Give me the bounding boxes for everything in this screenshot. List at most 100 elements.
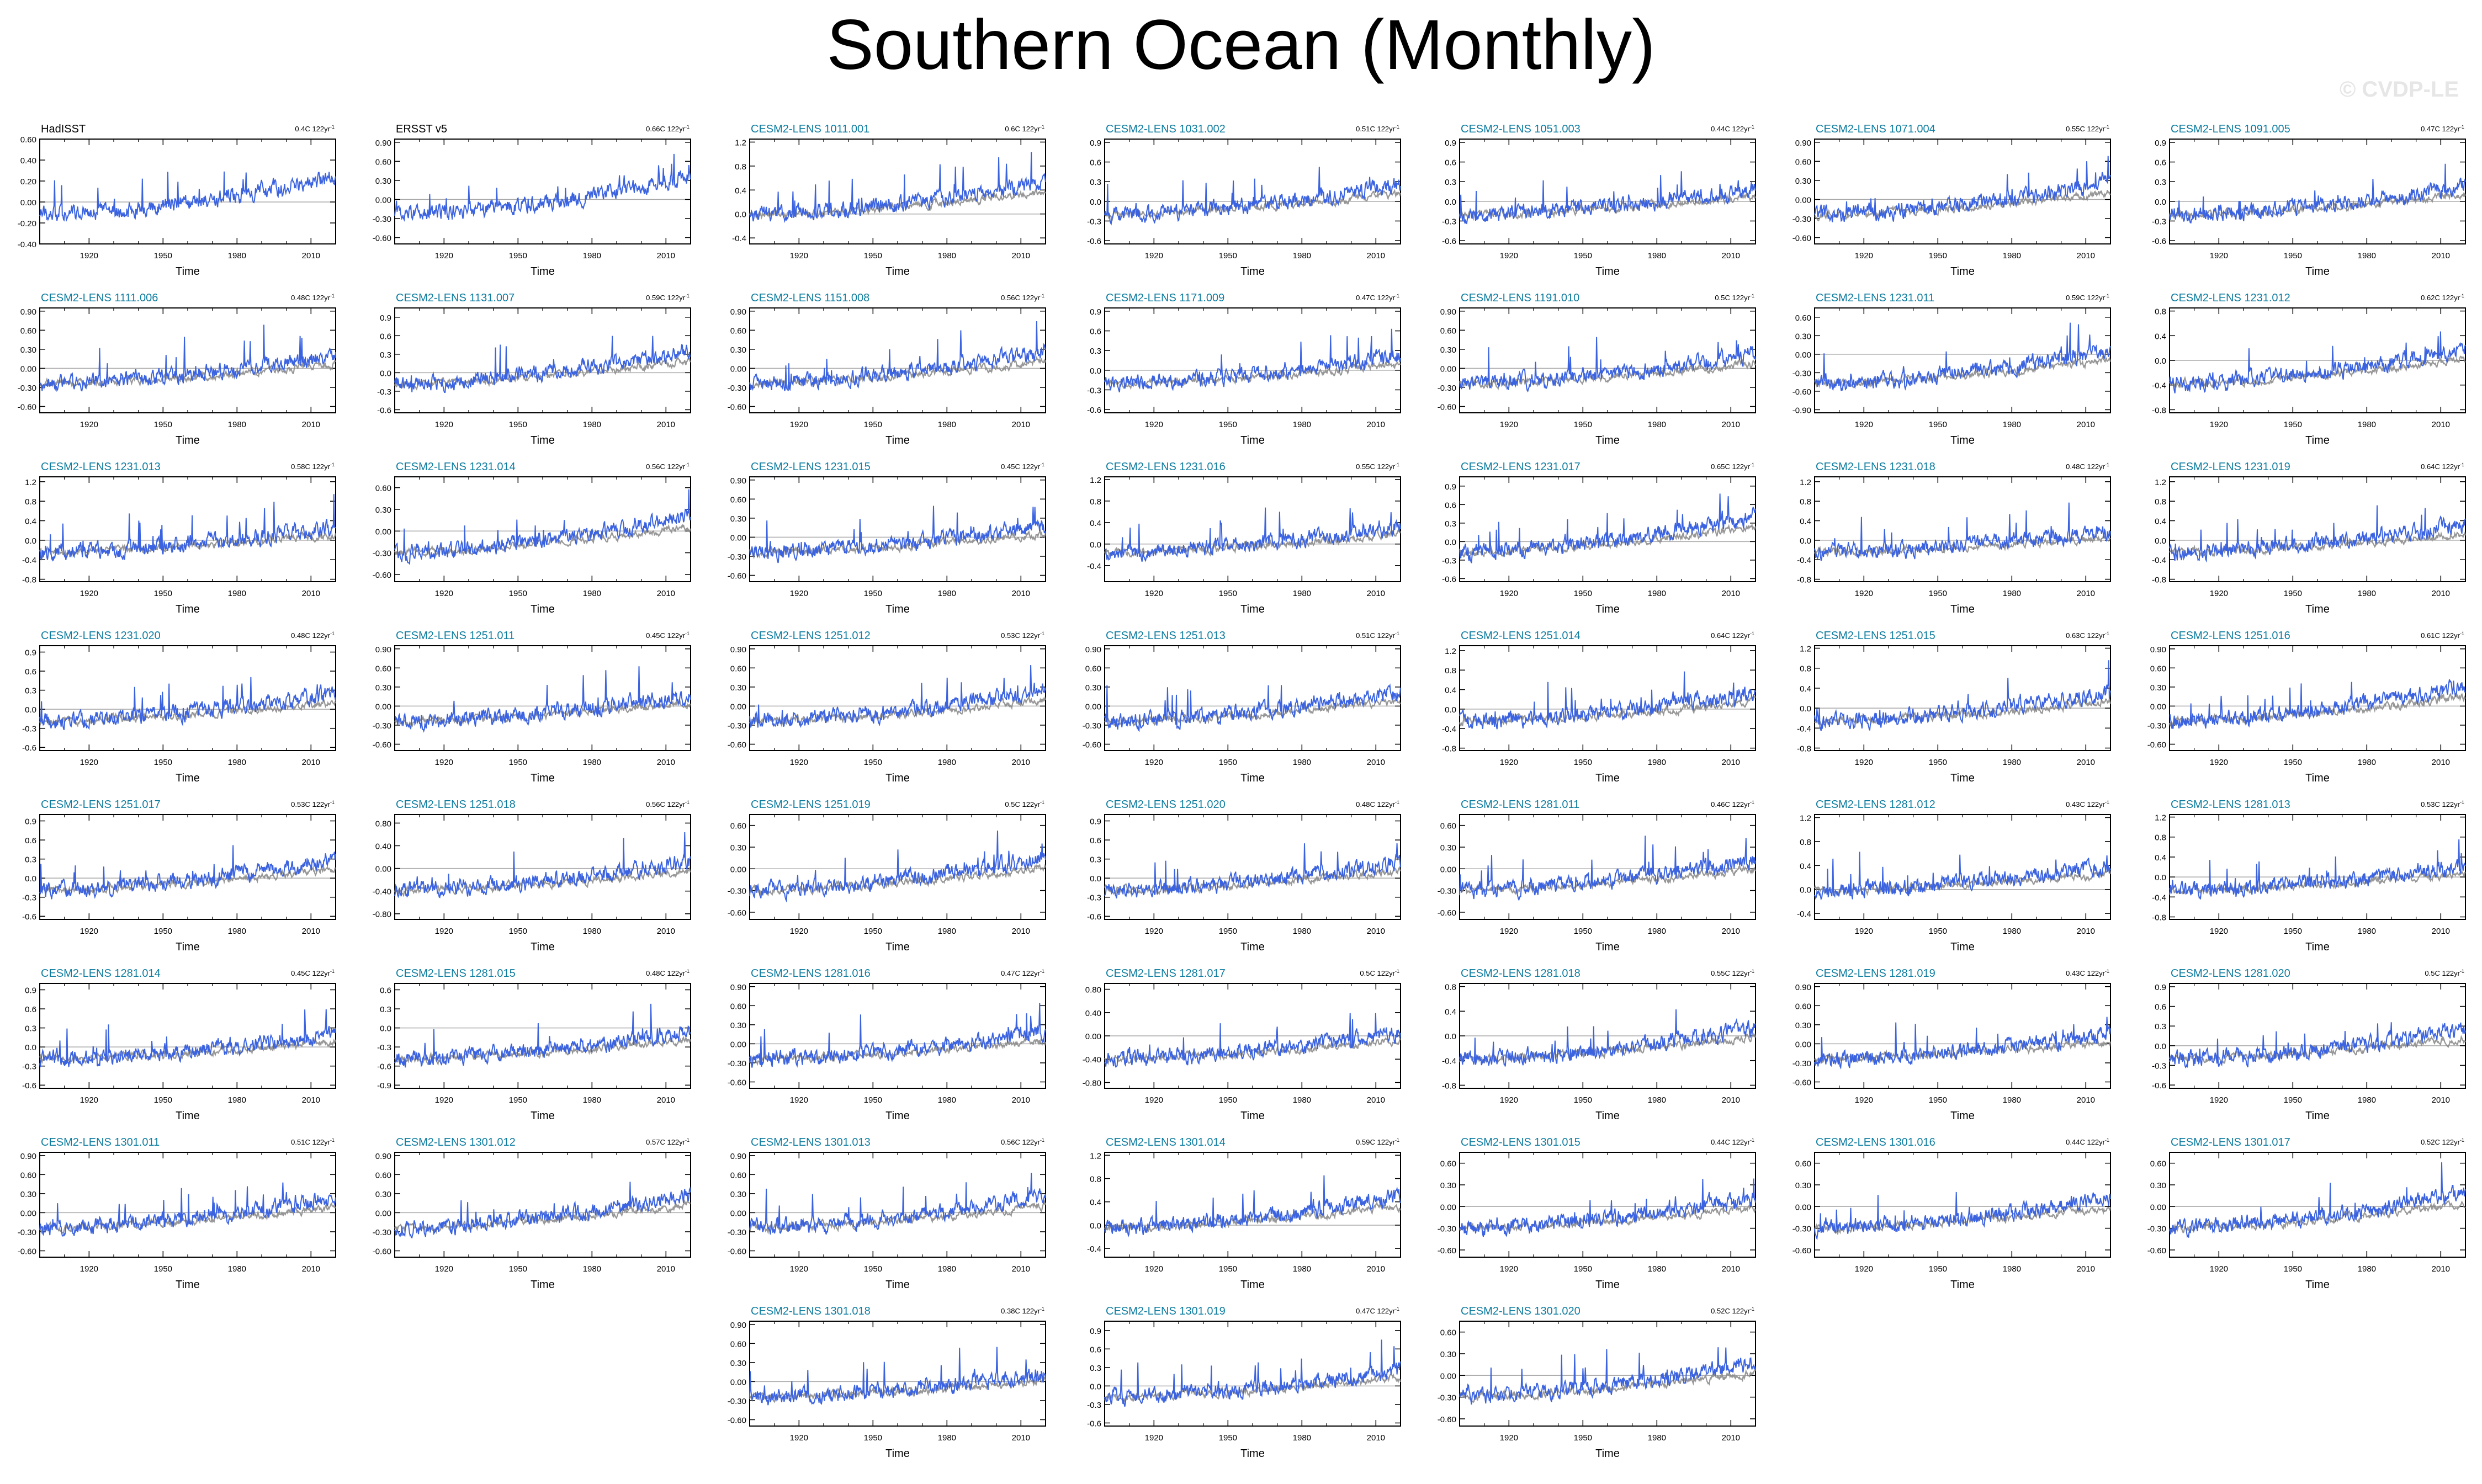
y-tick-label: 0.60 (375, 484, 391, 493)
y-tick-label: 0.6 (1090, 1345, 1101, 1354)
y-tick-label: 0.4 (1800, 684, 1811, 694)
y-tick-label: 0.3 (25, 687, 36, 696)
y-tick-label: -0.3 (1087, 386, 1101, 395)
panel-title: CESM2-LENS 1301.012 (396, 1136, 516, 1148)
x-tick-label: 1950 (2284, 589, 2302, 598)
y-tick-label: 0.30 (1085, 683, 1101, 693)
y-tick-label: -0.30 (373, 215, 391, 224)
y-tick-label: 0.0 (1090, 198, 1101, 207)
trend-label: 0.51C 122yr-1 (291, 1137, 335, 1146)
x-axis-label: Time (2305, 1110, 2330, 1122)
panel-title: CESM2-LENS 1231.016 (1106, 461, 1226, 473)
y-tick-label: -0.30 (1792, 1059, 1811, 1068)
y-tick-label: 0.00 (1085, 1032, 1101, 1041)
y-tick-label: 0.60 (1440, 1328, 1456, 1338)
y-tick-label: 0.00 (1440, 364, 1456, 374)
panel-36: CESM2-LENS 1281.014 0.45C 122yr-1 0.9 0.6 0.… (22, 967, 337, 1122)
y-tick-label: -0.30 (1438, 1225, 1456, 1234)
panel-frame (39, 983, 336, 1089)
y-tick-label: -0.6 (22, 743, 36, 753)
y-tick-label: 0.6 (1090, 158, 1101, 168)
x-axis-label: Time (885, 434, 910, 446)
panel-3: CESM2-LENS 1011.001 0.6C 122yr-1 1.2 0.8 0.4… (732, 123, 1046, 278)
x-tick-label: 1980 (583, 589, 601, 598)
x-tick-label: 1950 (1219, 927, 1237, 936)
y-tick-label: 0.60 (730, 1171, 746, 1180)
y-tick-label: 0.60 (730, 822, 746, 831)
y-tick-label: -0.60 (373, 740, 391, 749)
series-line (2169, 163, 2466, 224)
x-axis-label: Time (531, 941, 555, 953)
x-tick-label: 1950 (1929, 927, 1947, 936)
series-line (39, 1182, 336, 1237)
panel-17: CESM2-LENS 1231.015 0.45C 122yr-1 0.90 0.60… (728, 461, 1046, 615)
y-tick-label: 0.30 (2150, 683, 2166, 693)
x-tick-label: 2010 (302, 927, 320, 936)
y-tick-label: 0.30 (375, 177, 391, 186)
x-tick-label: 1920 (80, 758, 98, 767)
series-line (394, 1182, 691, 1239)
y-tick-label: 0.00 (375, 195, 391, 205)
y-tick-label: -0.3 (1442, 217, 1456, 226)
y-tick-label: 0.0 (25, 874, 36, 884)
y-tick-label: -0.4 (2152, 893, 2166, 902)
x-tick-label: 2010 (2077, 589, 2095, 598)
y-tick-label: 0.60 (1440, 1159, 1456, 1169)
trend-label: 0.6C 122yr-1 (1005, 124, 1044, 133)
x-tick-label: 1920 (1500, 420, 1518, 429)
y-tick-label: 0.0 (25, 536, 36, 546)
panel-title: CESM2-LENS 1071.004 (1816, 123, 1935, 135)
series-line (749, 506, 1046, 563)
x-tick-label: 1920 (1145, 251, 1163, 260)
x-tick-label: 1980 (938, 1433, 956, 1443)
x-axis-label: Time (1950, 434, 1975, 446)
series-line (1814, 852, 2111, 901)
series-line (1459, 493, 1756, 563)
panel-title: CESM2-LENS 1301.014 (1106, 1136, 1226, 1148)
x-tick-label: 1950 (1574, 758, 1592, 767)
y-tick-label: 0.30 (375, 1190, 391, 1199)
x-axis-label: Time (885, 603, 910, 615)
x-tick-label: 1920 (80, 1095, 98, 1105)
y-tick-label: 0.90 (730, 1152, 746, 1161)
panel-title: CESM2-LENS 1281.014 (41, 967, 161, 980)
x-tick-label: 1920 (1500, 1433, 1518, 1443)
y-tick-label: 0.3 (25, 1024, 36, 1034)
x-axis-label: Time (1950, 603, 1975, 615)
y-tick-label: 0.3 (1090, 347, 1101, 356)
x-tick-label: 1950 (1929, 251, 1947, 260)
x-tick-label: 1980 (2003, 758, 2021, 767)
series-line (2169, 1162, 2466, 1238)
trend-label: 0.53C 122yr-1 (1001, 631, 1044, 640)
x-axis-label: Time (2305, 265, 2330, 278)
x-tick-label: 2010 (1722, 1433, 1740, 1443)
x-tick-label: 1950 (1574, 420, 1592, 429)
x-tick-label: 2010 (1367, 927, 1385, 936)
panel-43: CESM2-LENS 1301.011 0.51C 122yr-1 0.90 0.60… (18, 1136, 336, 1291)
y-tick-label: -0.60 (373, 1247, 391, 1256)
series-line (394, 1003, 691, 1068)
y-tick-label: 0.60 (375, 1171, 391, 1180)
trend-label: 0.55C 122yr-1 (2066, 124, 2109, 133)
x-tick-label: 1920 (80, 420, 98, 429)
panel-frame (1104, 1321, 1401, 1427)
x-tick-label: 1980 (2003, 1264, 2021, 1274)
x-tick-label: 1950 (2284, 251, 2302, 260)
y-tick-label: 0.00 (375, 702, 391, 711)
y-tick-label: 0.60 (375, 664, 391, 673)
y-tick-label: -0.8 (2152, 913, 2166, 922)
y-tick-label: 0.30 (1795, 332, 1811, 341)
y-tick-label: 0.90 (375, 1152, 391, 1161)
y-tick-label: 0.6 (380, 986, 391, 996)
y-tick-label: 0.4 (735, 186, 746, 195)
y-tick-label: 0.20 (20, 177, 36, 187)
y-tick-label: -0.60 (728, 571, 746, 581)
x-tick-label: 1920 (790, 927, 808, 936)
series-line (39, 677, 336, 730)
y-tick-label: -0.4 (1442, 1057, 1456, 1066)
y-tick-label: -0.60 (1792, 1078, 1811, 1087)
y-tick-label: 0.6 (25, 1005, 36, 1014)
x-tick-label: 1980 (2003, 927, 2021, 936)
series-line (749, 1002, 1046, 1068)
x-tick-label: 1920 (790, 589, 808, 598)
